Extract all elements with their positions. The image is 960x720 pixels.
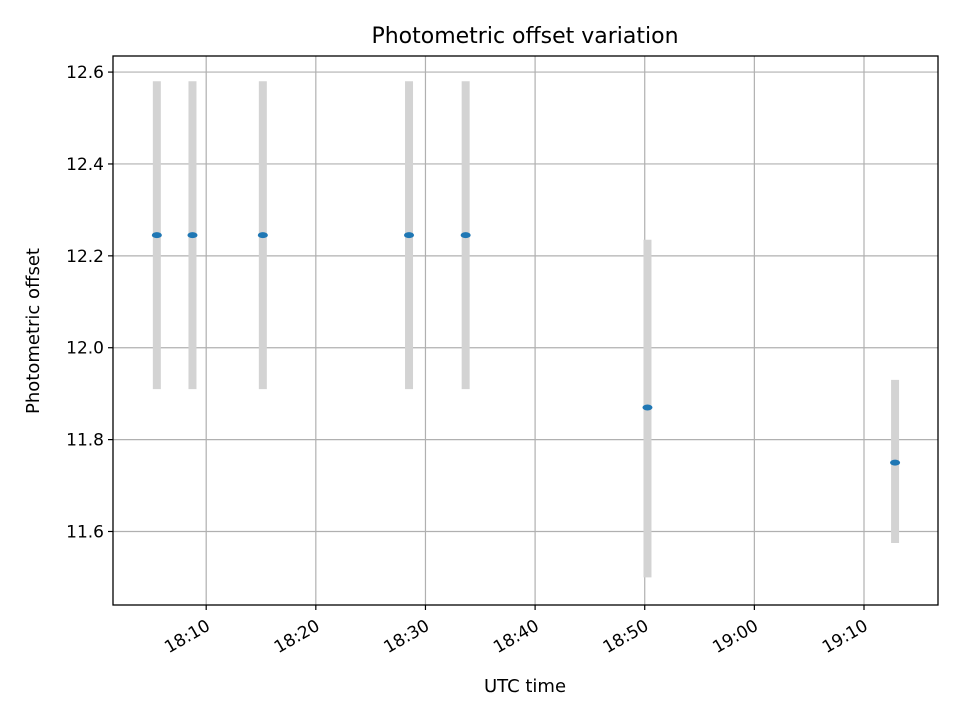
- grid: [113, 56, 938, 605]
- y-tick-label: 12.6: [66, 63, 104, 83]
- x-tick-label: 18:30: [381, 616, 433, 658]
- y-axis-ticks: 11.6 11.8 12.0 12.2 12.4 12.6: [66, 63, 113, 542]
- plot-frame: [112, 55, 939, 606]
- data-point: [642, 404, 653, 411]
- data-point: [187, 232, 198, 239]
- x-tick-label: 18:20: [271, 616, 323, 658]
- y-tick-label: 12.0: [66, 339, 104, 359]
- data-points: [151, 232, 901, 466]
- y-axis-label: Photometric offset: [23, 248, 44, 414]
- x-axis-ticks: 18:10 18:20 18:30 18:40 18:50 19:00 19:10: [161, 605, 871, 658]
- data-point: [257, 232, 268, 239]
- x-axis-label: UTC time: [484, 676, 566, 697]
- chart-title: Photometric offset variation: [371, 24, 678, 49]
- data-point: [404, 232, 415, 239]
- data-point: [151, 232, 162, 239]
- x-tick-label: 19:10: [819, 616, 871, 658]
- y-tick-label: 12.4: [66, 155, 104, 175]
- y-tick-label: 11.8: [66, 431, 104, 451]
- x-tick-label: 18:50: [600, 616, 652, 658]
- x-tick-label: 18:40: [490, 616, 542, 658]
- data-point: [890, 459, 901, 466]
- y-tick-label: 12.2: [66, 247, 104, 267]
- x-tick-label: 18:10: [161, 616, 213, 658]
- error-bars: [152, 81, 900, 578]
- y-tick-label: 11.6: [66, 522, 104, 542]
- x-tick-label: 19:00: [709, 616, 761, 658]
- data-point: [460, 232, 471, 239]
